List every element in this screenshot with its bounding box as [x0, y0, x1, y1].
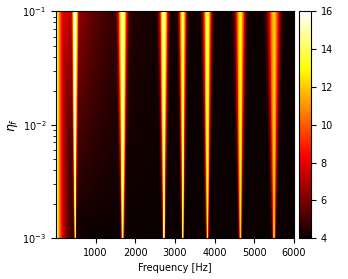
X-axis label: Frequency [Hz]: Frequency [Hz] [138, 263, 212, 273]
Y-axis label: $\eta_f$: $\eta_f$ [6, 118, 19, 132]
